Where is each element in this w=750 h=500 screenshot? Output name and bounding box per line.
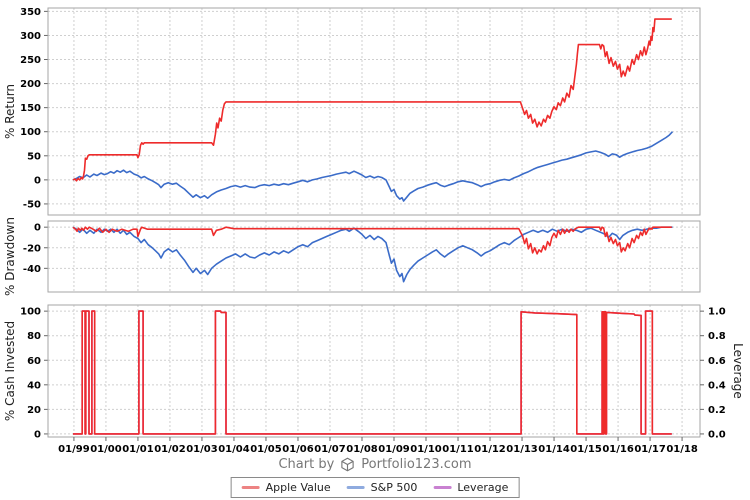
x-tick-label: 01/16 <box>602 444 634 455</box>
cash-ytick-label: 0 <box>34 429 41 440</box>
return-ytick-label: 200 <box>20 79 41 90</box>
x-tick-label: 01/04 <box>218 444 250 455</box>
return-panel: -50 0 50 100 150 200 250 300 350 % Return <box>3 7 701 216</box>
legend-swatch-leverage <box>433 486 452 489</box>
drawdown-ytick-label: 0 <box>34 223 41 234</box>
chart-footer: Chart by Portfolio123.com <box>0 457 750 472</box>
cash-ytick-label: 100 <box>20 307 41 318</box>
return-ytick-label: 350 <box>20 7 41 18</box>
return-ytick-label: 100 <box>20 127 41 138</box>
apple-value-line <box>72 226 672 255</box>
leverage-ytick-label: 0.0 <box>708 429 726 440</box>
cash-ytick-label: 20 <box>27 405 41 416</box>
return-ytick-label: -50 <box>23 199 41 210</box>
chart-legend: Apple Value S&P 500 Leverage <box>230 477 520 498</box>
return-ytick-label: 250 <box>20 55 41 66</box>
portfolio123-logo-icon <box>340 457 355 472</box>
return-ytick-label: 0 <box>34 175 41 186</box>
x-tick-label: 01/05 <box>250 444 282 455</box>
legend-item-apple-value: Apple Value <box>241 481 331 494</box>
x-tick-label: 01/00 <box>90 444 122 455</box>
return-ytick-label: 50 <box>27 151 41 162</box>
legend-label: S&P 500 <box>370 481 418 494</box>
drawdown-y-axis-title: % Drawdown <box>3 217 17 296</box>
x-tick-label: 01/99 <box>58 444 90 455</box>
legend-label: Apple Value <box>265 481 331 494</box>
x-tick-label: 01/10 <box>410 444 442 455</box>
x-tick-label: 01/03 <box>186 444 218 455</box>
return-y-axis-title: % Return <box>3 84 17 139</box>
cash-panel: 0 20 40 60 80 100% Cash Invested 0.0 0.2 0.4 0.6 0… <box>3 304 745 440</box>
legend-item-s-p-500: S&P 500 <box>346 481 418 494</box>
x-tick-label: 01/02 <box>154 444 186 455</box>
legend-swatch-s-p-500 <box>346 486 365 489</box>
x-tick-label: 01/17 <box>634 444 666 455</box>
chart-by-text: Chart by <box>278 457 335 472</box>
x-tick-label: 01/18 <box>666 444 698 455</box>
cash-invested-line <box>73 310 672 435</box>
leverage-ytick-label: 0.4 <box>708 380 726 391</box>
x-tick-label: 01/07 <box>314 444 346 455</box>
leverage-axis-title: Leverage <box>731 343 745 399</box>
s-p-500-line <box>72 131 674 202</box>
x-tick-label: 01/01 <box>122 444 154 455</box>
leverage-ytick-label: 0.6 <box>708 356 726 367</box>
return-ytick-label: 300 <box>20 31 41 42</box>
drawdown-ytick-label: -40 <box>23 264 41 275</box>
drawdown-panel: -40 -20 0 % Drawdown <box>3 217 701 296</box>
x-tick-label: 01/06 <box>282 444 314 455</box>
x-tick-label: 01/11 <box>442 444 474 455</box>
x-tick-label: 01/09 <box>378 444 410 455</box>
apple-value-line <box>72 18 672 182</box>
brand-text: Portfolio123.com <box>361 457 472 472</box>
leverage-ytick-label: 0.8 <box>708 331 726 342</box>
drawdown-ytick-label: -20 <box>23 243 41 254</box>
x-tick-label: 01/08 <box>346 444 378 455</box>
x-tick-label: 01/12 <box>474 444 506 455</box>
x-tick-label: 01/15 <box>570 444 602 455</box>
legend-item-leverage: Leverage <box>433 481 508 494</box>
cash-y-axis-title: % Cash Invested <box>3 321 17 421</box>
cash-ytick-label: 60 <box>27 356 41 367</box>
x-tick-label: 01/13 <box>506 444 538 455</box>
legend-label: Leverage <box>457 481 509 494</box>
leverage-ytick-label: 0.2 <box>708 405 726 416</box>
x-axis: 01/99 01/00 01/01 01/02 01/03 01/04 01/05 01/06… <box>58 437 698 455</box>
cash-ytick-label: 80 <box>27 331 41 342</box>
legend-swatch-apple-value <box>241 486 260 489</box>
x-tick-label: 01/14 <box>538 444 570 455</box>
cash-ytick-label: 40 <box>27 380 41 391</box>
leverage-ytick-label: 1.0 <box>708 307 726 318</box>
return-ytick-label: 150 <box>20 103 41 114</box>
